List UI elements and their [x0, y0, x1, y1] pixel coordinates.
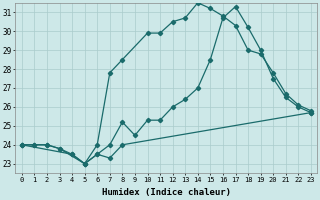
- X-axis label: Humidex (Indice chaleur): Humidex (Indice chaleur): [102, 188, 231, 197]
